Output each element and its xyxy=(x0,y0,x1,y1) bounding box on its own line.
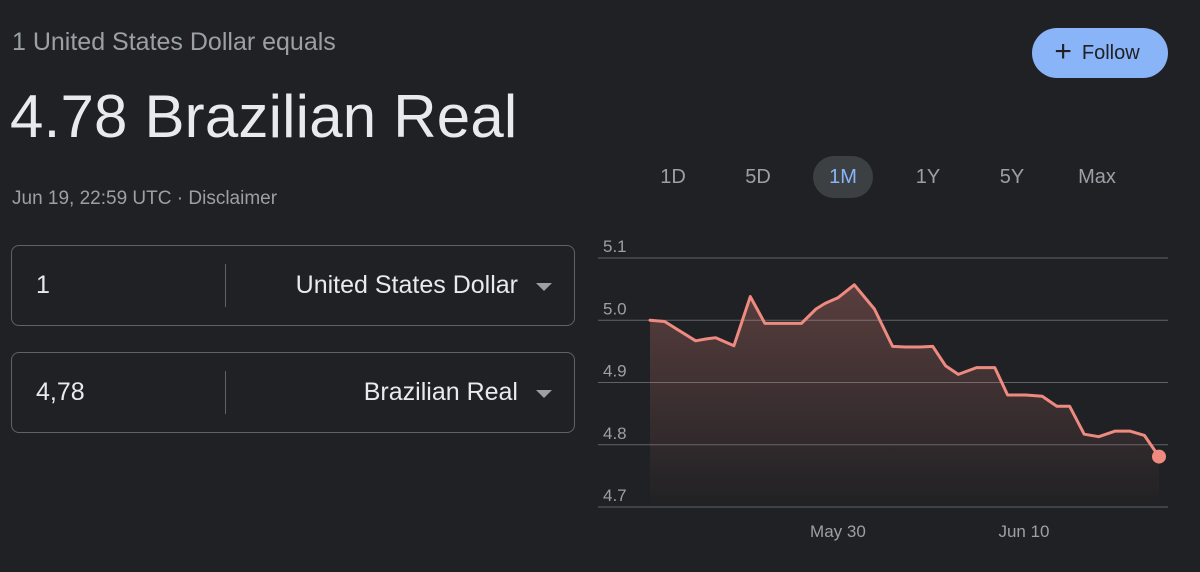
range-tab-5d[interactable]: 5D xyxy=(745,165,771,188)
timestamp-line: Jun 19, 22:59 UTC · Disclaimer xyxy=(12,188,277,210)
separator-dot: · xyxy=(176,188,184,209)
y-tick-label: 5.0 xyxy=(603,299,627,318)
range-tab-5y[interactable]: 5Y xyxy=(999,165,1025,188)
from-currency-label: United States Dollar xyxy=(295,271,518,299)
range-tab-max[interactable]: Max xyxy=(1078,165,1116,188)
divider xyxy=(225,264,226,307)
y-tick-label: 4.8 xyxy=(603,424,627,443)
follow-button[interactable]: + Follow xyxy=(1032,28,1168,78)
timestamp: Jun 19, 22:59 UTC xyxy=(12,188,172,209)
conversion-subtitle: 1 United States Dollar equals xyxy=(12,28,336,56)
series-area xyxy=(650,284,1159,507)
follow-label: Follow xyxy=(1081,41,1140,64)
conversion-result: 4.78 Brazilian Real xyxy=(10,83,518,150)
to-currency-label: Brazilian Real xyxy=(363,378,518,406)
from-currency-select[interactable]: United States Dollar xyxy=(296,246,552,325)
dropdown-caret-icon xyxy=(536,282,552,291)
range-tab-1m[interactable]: 1M xyxy=(813,156,873,198)
to-amount-input[interactable]: 4,78 xyxy=(36,378,85,406)
last-value-marker xyxy=(1152,449,1166,464)
to-currency-select[interactable]: Brazilian Real xyxy=(364,353,552,432)
range-tab-1d[interactable]: 1D xyxy=(660,165,686,188)
x-tick-label: May 30 xyxy=(810,522,866,541)
y-tick-label: 4.7 xyxy=(603,486,627,505)
x-tick-label: Jun 10 xyxy=(998,522,1049,541)
divider xyxy=(225,371,226,414)
series-line xyxy=(648,283,1161,459)
range-tab-1y[interactable]: 1Y xyxy=(915,165,941,188)
from-amount-input[interactable]: 1 xyxy=(36,271,50,299)
disclaimer-link[interactable]: Disclaimer xyxy=(188,188,278,209)
y-tick-label: 5.1 xyxy=(603,237,627,256)
from-currency-row: 1 United States Dollar xyxy=(11,245,575,326)
y-tick-label: 4.9 xyxy=(603,362,627,381)
dropdown-caret-icon xyxy=(536,389,552,398)
to-currency-row: 4,78 Brazilian Real xyxy=(11,352,575,433)
time-range-tabs: 1D 5D 1M 1Y 5Y Max xyxy=(633,156,1163,198)
plus-icon: + xyxy=(1054,34,1072,68)
